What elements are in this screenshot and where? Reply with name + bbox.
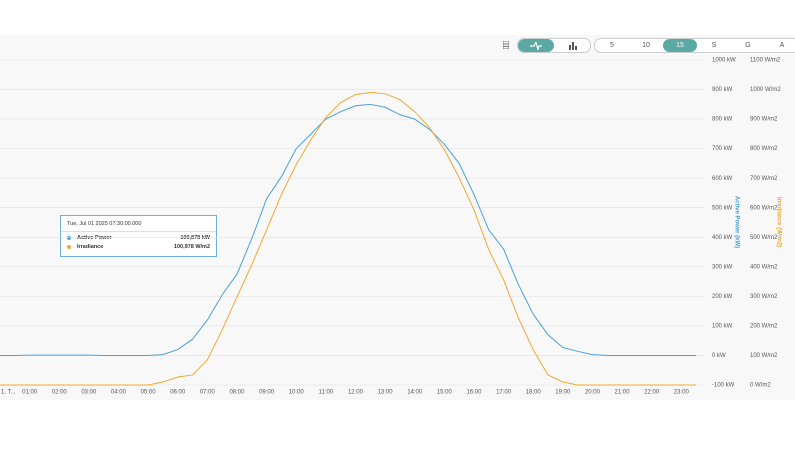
tooltip-row: Active Power 100,878 kW [61,232,216,241]
tooltip-value: 100,978 W/m2 [173,244,210,250]
y-tick-label: 900 kW [712,87,733,93]
bar-chart-button[interactable] [554,41,590,50]
tooltip-value: 100,878 kW [180,235,210,241]
y2-tick-label: 700 W/m2 [750,176,778,182]
x-tick-label: 04:00 [111,390,127,396]
tooltip: Tue, Jul 01 2025 07:30:00.000 Active Pow… [60,215,217,257]
x-tick-label: 09:00 [259,390,275,396]
x-tick-label: 13:00 [378,390,394,396]
tooltip-row: Irradiance 100,978 W/m2 [61,241,216,250]
y-tick-label: 1000 kW [712,58,736,64]
legend-dot [67,245,71,249]
y-tick-label: -100 kW [712,383,735,389]
y-tick-label: 600 kW [712,176,733,182]
x-tick-label: 12:00 [348,390,364,396]
x-tick-label: 06:00 [170,390,186,396]
x-tick-label: 05:00 [141,390,157,396]
y-tick-label: 200 kW [712,294,733,300]
x-tick-label: 14:00 [407,390,423,396]
tooltip-name: Irradiance [77,244,104,250]
y2-tick-label: 100 W/m2 [750,353,778,359]
x-tick-label: 22:00 [644,390,660,396]
x-tick-label: 1. T... [1,390,16,396]
tooltip-title: Tue, Jul 01 2025 07:30:00.000 [61,216,216,232]
x-tick-label: 15:00 [437,390,453,396]
y2-tick-label: 500 W/m2 [750,235,778,241]
range-button[interactable]: S [711,42,717,49]
x-tick-label: 07:00 [200,390,216,396]
x-tick-label: 16:00 [466,390,482,396]
range-button[interactable]: 15 [663,39,697,52]
y-tick-label: 300 kW [712,264,733,270]
y-tick-label: 500 kW [712,205,733,211]
y2-tick-label: 300 W/m2 [750,294,778,300]
y2-tick-label: 400 W/m2 [750,264,778,270]
y2-axis-title: Irradiance (W/m2) [775,197,781,247]
tooltip-name: Active Power [77,235,112,241]
x-tick-label: 20:00 [585,390,601,396]
y2-tick-label: 200 W/m2 [750,323,778,329]
bar-icon [568,41,577,50]
series-line [0,103,697,356]
chart-type-toggle [517,38,591,53]
x-tick-label: 02:00 [52,390,68,396]
series-line [0,91,697,386]
table-view-button[interactable] [500,38,512,51]
range-button[interactable]: 10 [642,42,650,49]
line-icon [530,41,542,50]
x-tick-label: 23:00 [674,390,690,396]
y-tick-label: 400 kW [712,235,733,241]
x-tick-label: 10:00 [289,390,305,396]
x-tick-label: 01:00 [22,390,38,396]
x-tick-label: 03:00 [81,390,97,396]
y-tick-label: 100 kW [712,323,733,329]
y2-tick-label: 800 W/m2 [750,146,778,152]
range-button[interactable]: 5 [610,42,614,49]
x-tick-label: 18:00 [526,390,542,396]
x-tick-label: 19:00 [555,390,571,396]
y2-tick-label: 1000 W/m2 [750,87,781,93]
line-chart-button[interactable] [518,39,554,52]
x-tick-label: 21:00 [615,390,631,396]
legend-dot [67,236,71,240]
range-button[interactable]: A [779,42,785,49]
y2-tick-label: 600 W/m2 [750,205,778,211]
table-icon [503,40,509,49]
range-button[interactable]: G [745,42,751,49]
y2-tick-label: 1100 W/m2 [750,58,781,64]
x-tick-label: 11:00 [319,390,334,396]
x-tick-label: 08:00 [229,390,245,396]
y-tick-label: 800 kW [712,117,733,123]
x-tick-label: 17:00 [496,390,512,396]
y-tick-label: 700 kW [712,146,733,152]
y2-tick-label: 0 W/m2 [750,383,771,389]
y-tick-label: 0 kW [712,353,726,359]
y-axis-title: Active Power (kW) [733,196,739,248]
range-selector: 5 10 15 S G A [594,38,795,53]
y2-tick-label: 900 W/m2 [750,117,778,123]
